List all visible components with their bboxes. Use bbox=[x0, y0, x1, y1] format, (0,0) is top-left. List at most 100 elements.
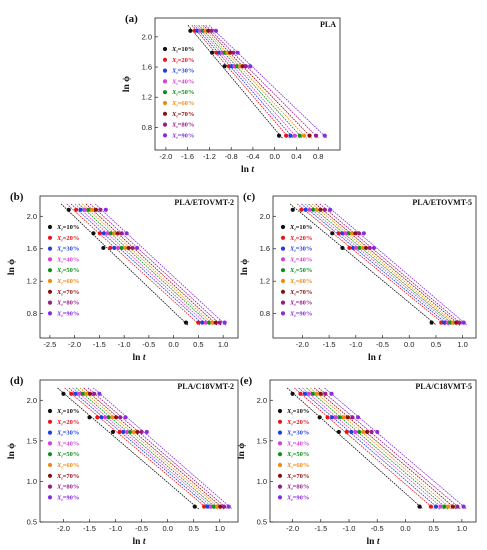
x-tick-label: -1.0 bbox=[109, 524, 122, 533]
fit-line bbox=[94, 203, 227, 326]
sample-name: PLA/C18VMT-2 bbox=[177, 382, 234, 391]
legend-marker bbox=[280, 257, 286, 262]
legend-entry: Xt=70% bbox=[171, 111, 194, 119]
data-point bbox=[375, 429, 380, 435]
sample-name: PLA bbox=[320, 20, 336, 29]
y-tick-label: 1.0 bbox=[27, 477, 37, 486]
data-point bbox=[329, 415, 335, 420]
data-point bbox=[439, 320, 444, 325]
data-point bbox=[119, 231, 124, 236]
data-point bbox=[116, 245, 121, 251]
legend-marker bbox=[280, 311, 286, 316]
data-point bbox=[97, 231, 102, 236]
data-point bbox=[442, 320, 447, 325]
legend-entry: Xt=50% bbox=[56, 267, 79, 275]
data-point bbox=[130, 245, 135, 251]
data-point bbox=[417, 504, 422, 509]
data-point bbox=[118, 415, 123, 420]
legend-marker bbox=[47, 257, 53, 262]
fit-line bbox=[286, 387, 424, 510]
y-tick-label: 1.5 bbox=[27, 436, 37, 445]
x-tick-label: -1.2 bbox=[203, 152, 216, 161]
data-point bbox=[340, 231, 345, 236]
x-axis-title: ln t bbox=[133, 353, 146, 363]
fit-line bbox=[82, 203, 214, 326]
data-point bbox=[108, 245, 113, 251]
data-point bbox=[364, 429, 370, 435]
data-point bbox=[211, 504, 217, 509]
data-point bbox=[206, 28, 211, 33]
data-point bbox=[213, 28, 219, 33]
fit-line bbox=[57, 387, 200, 510]
data-point bbox=[226, 504, 231, 509]
data-point bbox=[345, 415, 350, 420]
data-point bbox=[328, 207, 333, 212]
data-point bbox=[353, 429, 358, 435]
data-point bbox=[243, 64, 248, 69]
data-point bbox=[135, 429, 140, 435]
fit-line bbox=[70, 203, 205, 326]
data-point bbox=[183, 320, 189, 325]
legend-entry: Xt=90% bbox=[286, 494, 309, 502]
y-tick-label: 1.0 bbox=[257, 477, 267, 486]
y-axis-title: ln ϕ bbox=[122, 76, 132, 92]
legend-marker bbox=[47, 224, 53, 230]
fit-line bbox=[79, 387, 222, 510]
data-point bbox=[89, 207, 95, 212]
data-point bbox=[336, 231, 341, 236]
fit-line bbox=[310, 387, 452, 510]
legend-entry: Xt=90% bbox=[56, 494, 79, 502]
data-point bbox=[318, 391, 323, 396]
x-tick-label: 1.0 bbox=[218, 340, 228, 349]
y-axis-title: ln ϕ bbox=[7, 259, 17, 275]
fit-line bbox=[315, 203, 461, 326]
data-point bbox=[126, 245, 131, 251]
x-tick-label: 1.0 bbox=[457, 524, 467, 533]
data-point bbox=[349, 231, 355, 236]
x-tick-label: 0.4 bbox=[291, 152, 301, 161]
data-point bbox=[73, 391, 78, 396]
data-point bbox=[360, 245, 365, 251]
legend-entry: Xt=40% bbox=[289, 256, 312, 264]
legend-entry: Xt=30% bbox=[286, 430, 309, 438]
fit-line bbox=[289, 203, 437, 326]
legend-entry: Xt=70% bbox=[289, 289, 312, 297]
data-point bbox=[210, 50, 215, 55]
data-point bbox=[218, 504, 223, 509]
fit-line bbox=[187, 25, 283, 139]
legend-marker bbox=[162, 46, 168, 52]
legend-entry: Xt=80% bbox=[56, 484, 79, 492]
y-tick-label: 2.0 bbox=[27, 396, 37, 405]
data-point bbox=[110, 429, 116, 435]
data-point bbox=[196, 320, 201, 325]
y-tick-label: 1.2 bbox=[260, 277, 270, 286]
legend-entry: Xt=20% bbox=[289, 235, 312, 243]
data-point bbox=[290, 207, 295, 212]
y-tick-label: 1.6 bbox=[260, 244, 270, 253]
legend-entry: Xt=60% bbox=[286, 462, 309, 470]
panel-label: (c) bbox=[243, 191, 256, 203]
fit-line bbox=[93, 387, 233, 510]
fit-line bbox=[302, 387, 445, 510]
data-point bbox=[450, 504, 455, 509]
data-point bbox=[361, 429, 366, 435]
data-point bbox=[227, 50, 233, 55]
legend-entry: Xt=50% bbox=[286, 451, 309, 459]
data-point bbox=[217, 320, 222, 325]
data-point bbox=[455, 504, 460, 509]
data-point bbox=[92, 391, 97, 396]
legend-marker bbox=[277, 473, 283, 478]
x-tick-label: 0.5 bbox=[188, 524, 198, 533]
legend-entry: Xt=40% bbox=[56, 256, 79, 264]
data-point bbox=[112, 245, 117, 251]
data-point bbox=[433, 504, 439, 509]
x-axis-title: ln t bbox=[133, 537, 146, 547]
x-tick-label: -0.8 bbox=[225, 152, 238, 161]
data-point bbox=[115, 231, 120, 236]
x-tick-label: -2.0 bbox=[159, 152, 172, 161]
data-point bbox=[457, 320, 462, 325]
data-point bbox=[343, 231, 348, 236]
data-point bbox=[461, 320, 466, 325]
x-axis-title: ln t bbox=[368, 353, 381, 363]
legend-marker bbox=[277, 495, 283, 500]
